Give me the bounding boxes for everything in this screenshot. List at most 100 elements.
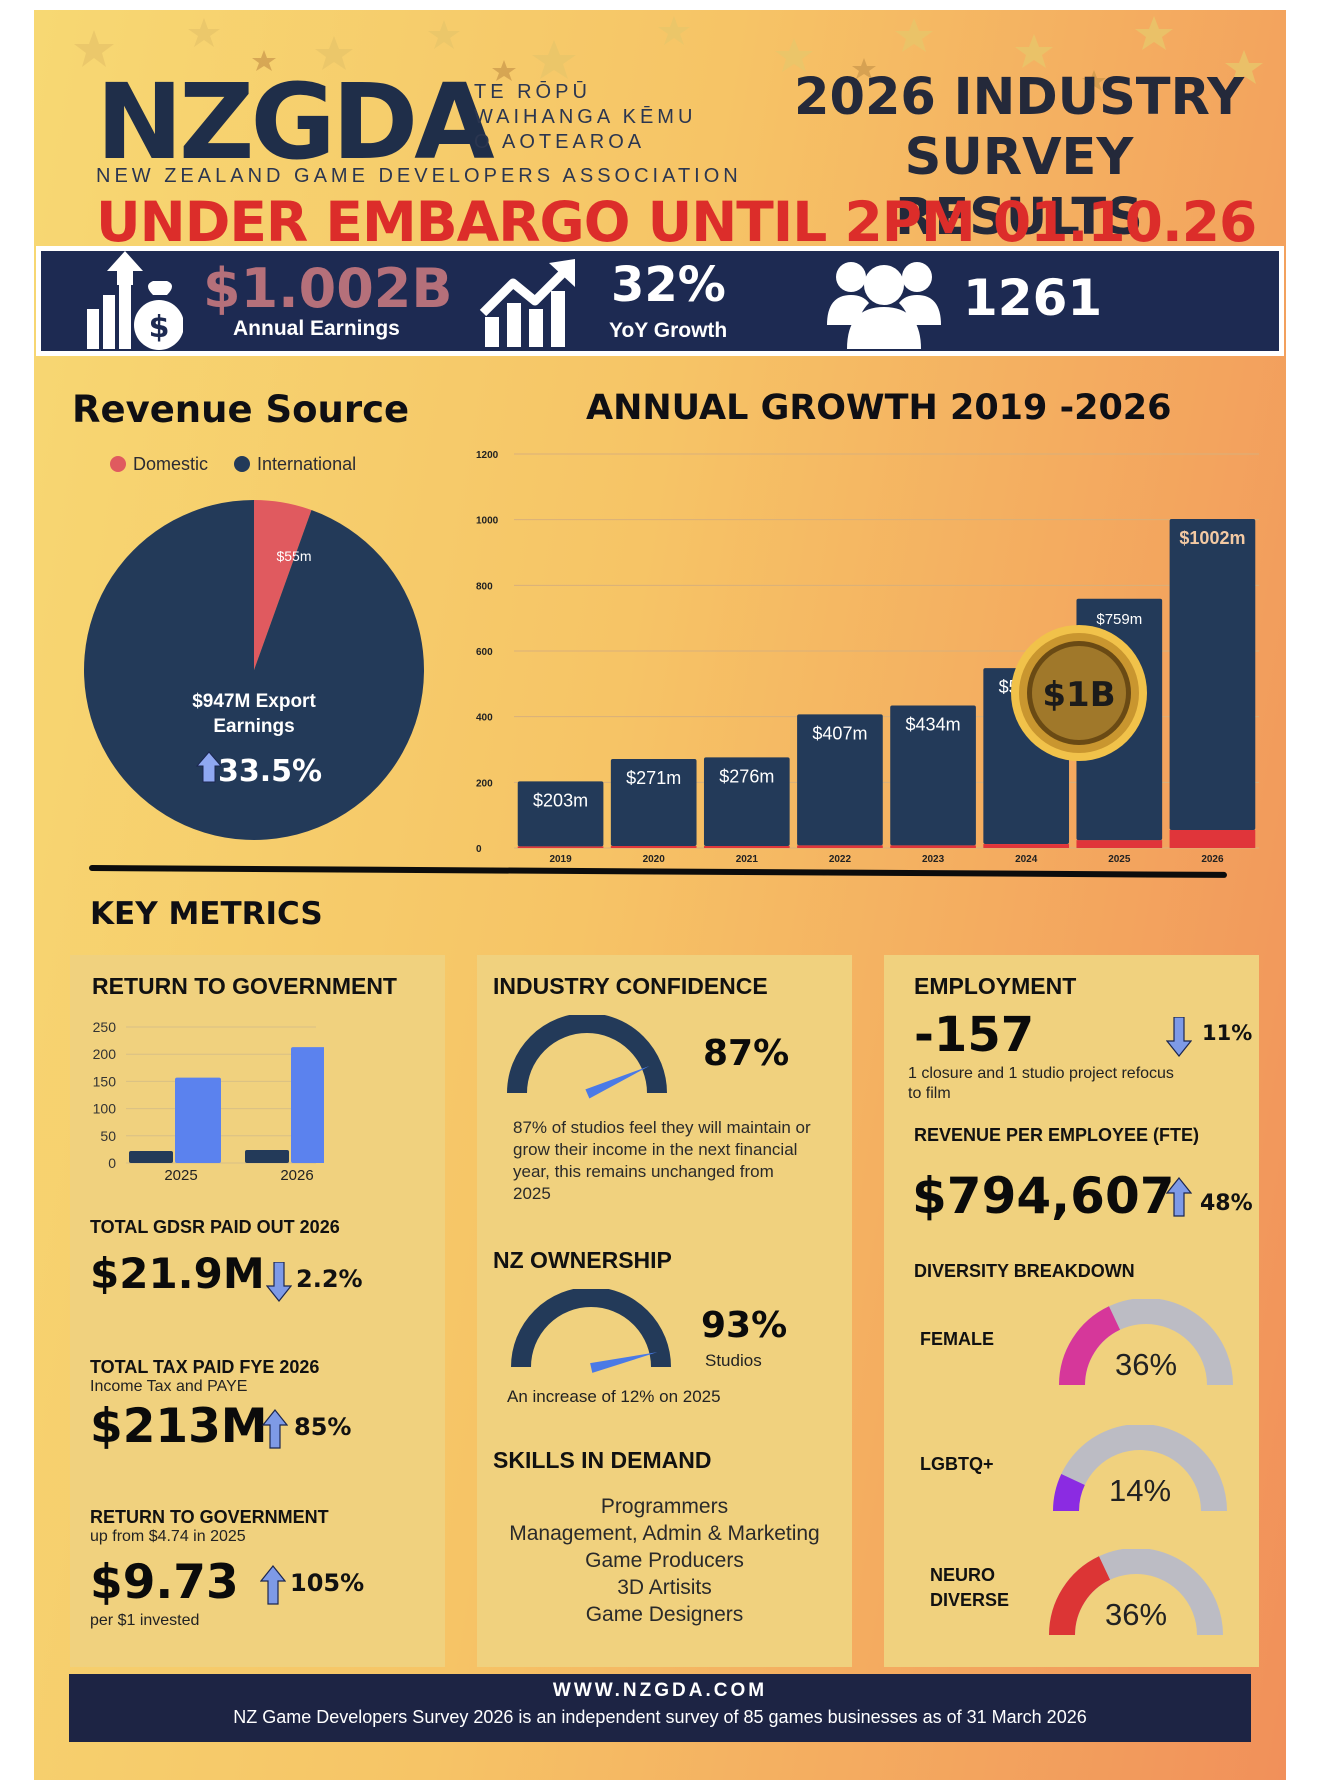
y-tick-label: 250 — [93, 1019, 117, 1035]
bar-international-2026 — [1169, 519, 1256, 830]
skills-title: SKILLS IN DEMAND — [493, 1447, 712, 1473]
tax-value: $213M — [90, 1399, 268, 1454]
earnings-value: $1.002B — [203, 257, 453, 320]
female-gauge — [1059, 1299, 1233, 1386]
legend-label: Domestic — [133, 454, 209, 474]
pie-slice-domestic — [254, 500, 312, 670]
x-tick-label: 2019 — [549, 854, 572, 865]
skill-item: 3D Artisits — [617, 1576, 712, 1599]
gauge-needle — [585, 1065, 650, 1099]
skills-list: Programmers Management, Admin & Marketin… — [477, 1493, 852, 1628]
card-title: INDUSTRY CONFIDENCE — [493, 973, 768, 999]
website-link[interactable]: WWW.NZGDA.COM — [552, 1680, 768, 1701]
employment-value: -157 — [914, 1007, 1035, 1063]
x-tick-label: 2026 — [280, 1167, 313, 1184]
maori-line: WAIHANGA KĒMU — [474, 106, 697, 128]
y-tick-label: 100 — [93, 1101, 117, 1117]
y-tick-label: 1200 — [476, 450, 499, 461]
ownership-gauge — [511, 1289, 671, 1373]
gauge-fill — [1049, 1556, 1111, 1636]
pie-legend: Domestic International — [110, 454, 356, 475]
ownership-value: 93% — [701, 1305, 788, 1346]
employment-note: 1 closure and 1 studio project refocus — [908, 1065, 1174, 1082]
bar-international-2019 — [517, 781, 604, 847]
key-metrics-heading: KEY METRICS — [90, 896, 323, 932]
employment-card: EMPLOYMENT -157 11% 1 closure and 1 stud… — [884, 955, 1259, 1667]
x-tick-label: 2025 — [164, 1167, 197, 1184]
stats-bar: $ $1.002B Annual Earnings 32% YoY Growth — [36, 246, 1284, 356]
bar-international-2020 — [610, 759, 697, 847]
growth-chart-icon — [479, 259, 575, 347]
gov-bar-2026-1 — [291, 1047, 324, 1163]
neurodiverse-value: 36% — [1104, 1597, 1168, 1632]
pie-slice-international — [83, 500, 424, 840]
y-tick-label: 200 — [93, 1046, 117, 1062]
y-tick-label: 800 — [476, 581, 493, 592]
gov-bar-2026-0 — [245, 1149, 289, 1163]
tax-title: TOTAL TAX PAID FYE 2026 — [90, 1357, 320, 1377]
up-arrow-icon — [262, 1409, 288, 1449]
one-billion-badge: $1B — [1011, 625, 1147, 761]
gdsr-pct: 2.2% — [296, 1265, 363, 1293]
x-tick-label: 2023 — [922, 854, 945, 865]
maori-name: TE RŌPŪ WAIHANGA KĒMU O AOTEAROA — [474, 80, 714, 155]
association-name: NEW ZEALAND GAME DEVELOPERS ASSOCIATION — [96, 165, 742, 187]
y-tick-label: 400 — [476, 713, 493, 724]
card-title: RETURN TO GOVERNMENT — [92, 973, 397, 999]
y-tick-label: 0 — [476, 844, 482, 855]
infographic-page: NZGDA TE RŌPŪ WAIHANGA KĒMU O AOTEAROA N… — [34, 10, 1286, 1780]
diversity-label-line: FEMALE — [920, 1329, 994, 1349]
skill-item: Management, Admin & Marketing — [509, 1522, 820, 1545]
gov-bar-2025-0 — [129, 1151, 173, 1163]
bar-domestic-2023 — [890, 845, 976, 848]
confidence-value: 87% — [703, 1033, 790, 1074]
bar-data-label: $271m — [626, 768, 681, 788]
badge-text: $1B — [1042, 675, 1115, 715]
maori-line: TE RŌPŪ — [474, 81, 591, 103]
lgbtq-gauge — [1053, 1425, 1227, 1512]
employment-note: to film — [908, 1085, 951, 1102]
people-count: 1261 — [963, 269, 1103, 327]
bar-domestic-2022 — [797, 845, 883, 848]
diversity-label-line: LGBTQ+ — [920, 1454, 994, 1474]
rtg-value: $9.73 — [90, 1555, 239, 1610]
down-arrow-icon — [1166, 1017, 1192, 1057]
gov-bar-2025-1 — [175, 1077, 221, 1163]
bar-data-label: $1002m — [1179, 528, 1245, 548]
legend-item-domestic: Domestic — [110, 454, 208, 475]
bar-data-label: $759m — [1096, 611, 1142, 628]
bar-data-label: $434m — [906, 715, 961, 735]
pie-label-domestic: $55m — [276, 548, 311, 564]
card-title: EMPLOYMENT — [914, 973, 1077, 999]
rtg-unit: per $1 invested — [90, 1612, 200, 1629]
x-tick-label: 2021 — [736, 854, 759, 865]
pie-growth-annotation: 33.5% — [218, 754, 322, 789]
rtg-pct: 105% — [290, 1569, 365, 1597]
survey-title-line: 2026 INDUSTRY — [793, 68, 1245, 127]
up-arrow-icon — [195, 751, 223, 783]
x-tick-label: 2025 — [1108, 854, 1131, 865]
ownership-unit: Studios — [705, 1351, 762, 1370]
bar-domestic-2025 — [1076, 840, 1163, 848]
skill-item: Game Producers — [585, 1549, 744, 1572]
employment-pct: 11% — [1202, 1021, 1253, 1045]
legend-swatch — [110, 456, 126, 472]
x-tick-label: 2020 — [643, 854, 666, 865]
gauge-fill — [1059, 1306, 1121, 1386]
return-to-government-card: RETURN TO GOVERNMENT 0 50 100 150 200 250 2025… — [70, 955, 445, 1667]
skill-item: Programmers — [600, 1495, 729, 1518]
revenue-pie-chart: $55m $947M Export Earnings 33.5% — [83, 500, 424, 840]
y-tick-label: 50 — [100, 1128, 116, 1144]
y-tick-label: 0 — [108, 1155, 116, 1171]
revenue-per-employee-value: $794,607 — [912, 1167, 1175, 1225]
bar-international-2022 — [797, 714, 883, 846]
legend-swatch — [234, 456, 251, 472]
bar-data-label: $203m — [533, 790, 588, 810]
diversity-label-female: FEMALE — [920, 1327, 994, 1352]
maori-line: O AOTEAROA — [474, 131, 646, 153]
y-tick-label: 1000 — [476, 516, 499, 527]
return-to-government-chart: 0 50 100 150 200 250 2025 2026 — [93, 1019, 324, 1184]
revenue-per-employee-title: REVENUE PER EMPLOYEE (FTE) — [914, 1125, 1200, 1145]
lgbtq-value: 14% — [1108, 1473, 1172, 1508]
y-tick-label: 150 — [93, 1073, 117, 1089]
